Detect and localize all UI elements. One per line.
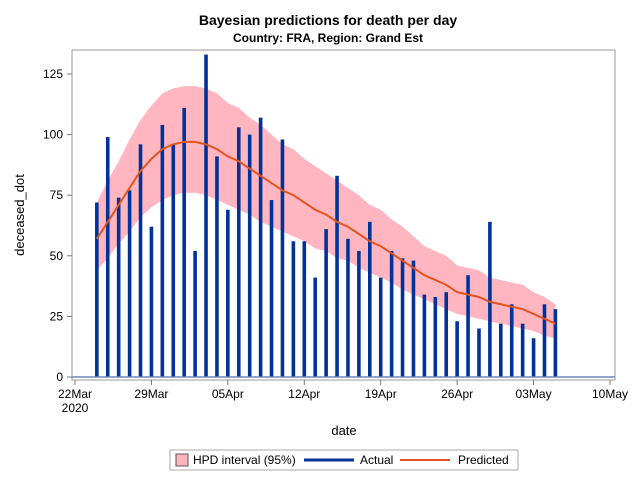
plot-frame <box>71 49 616 381</box>
actual-bar <box>378 277 383 377</box>
hpd-band <box>96 86 556 339</box>
x-tick-sublabel: 2020 <box>62 401 89 415</box>
y-axis-label: deceased_dot <box>12 174 27 256</box>
x-tick-label: 10May <box>592 387 628 401</box>
actual-bar <box>247 134 252 377</box>
actual-bar <box>193 250 197 377</box>
actual-bar <box>127 190 132 377</box>
actual-bar <box>204 54 208 377</box>
actual-bar <box>466 275 470 377</box>
actual-bar <box>149 226 154 377</box>
actual-bar <box>433 297 438 377</box>
actual-bar <box>499 323 503 377</box>
x-tick-label: 03May <box>516 387 552 401</box>
y-tick-label: 0 <box>56 370 63 384</box>
x-tick-label: 29Mar <box>134 387 168 401</box>
actual-bar <box>116 197 121 377</box>
actual-bar <box>553 309 558 377</box>
y-tick-label: 100 <box>43 128 63 142</box>
chart-subtitle: Country: FRA, Region: Grand Est <box>233 31 423 45</box>
predicted-line <box>95 140 556 325</box>
actual-bar <box>455 321 459 377</box>
x-tick-label: 26Apr <box>441 387 473 401</box>
actual-bar <box>367 221 372 377</box>
y-tick-label: 50 <box>50 249 64 263</box>
actual-bar <box>258 117 263 377</box>
legend-label-actual: Actual <box>360 453 393 467</box>
actual-bar <box>542 304 547 377</box>
actual-bar <box>182 107 186 377</box>
x-tick-label: 22Mar <box>58 387 92 401</box>
actual-bar <box>346 238 350 377</box>
legend-label-predicted: Predicted <box>458 453 509 467</box>
x-tick-label: 19Apr <box>365 387 397 401</box>
actual-bar <box>509 304 514 377</box>
actual-bar <box>215 156 219 377</box>
legend-frame <box>169 449 519 471</box>
y-tick-label: 25 <box>50 309 64 323</box>
legend: HPD interval (95%) Actual Predicted <box>169 449 519 471</box>
actual-bar <box>411 260 416 377</box>
actual-bar <box>531 338 536 377</box>
actual-bar <box>95 202 99 377</box>
chart-title: Bayesian predictions for death per day <box>199 12 458 28</box>
actual-bar <box>477 328 481 377</box>
actual-bar <box>226 209 230 377</box>
actual-bar <box>324 229 328 377</box>
actual-bar <box>302 241 307 377</box>
x-axis-label: date <box>331 423 356 438</box>
actual-bar <box>422 294 427 377</box>
legend-swatch-hpd <box>175 453 189 467</box>
actual-bar <box>444 292 449 377</box>
y-tick-label: 75 <box>50 188 64 202</box>
actual-bar <box>400 258 405 377</box>
actual-bar <box>520 323 525 377</box>
actual-bar <box>357 250 361 377</box>
actual-bar <box>291 241 296 377</box>
actual-bar <box>236 127 241 377</box>
actual-bar <box>138 144 143 377</box>
actual-bar <box>389 250 394 377</box>
actual-bar <box>160 124 165 378</box>
x-tick-label: 12Apr <box>288 387 320 401</box>
y-tick-label: 125 <box>43 67 63 81</box>
actual-bar <box>335 175 339 377</box>
legend-label-hpd: HPD interval (95%) <box>193 453 296 467</box>
actual-bar <box>313 277 318 377</box>
actual-bar <box>269 200 274 377</box>
x-tick-label: 05Apr <box>212 387 244 401</box>
actual-bar <box>280 139 285 377</box>
actual-bar <box>488 221 492 377</box>
actual-bar <box>171 144 176 377</box>
actual-bar <box>105 137 110 377</box>
